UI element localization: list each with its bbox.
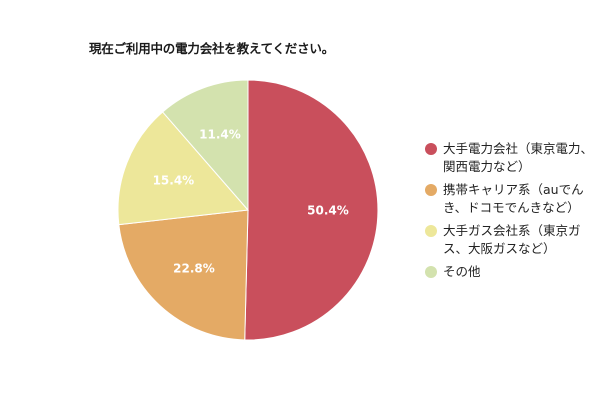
legend-label: その他 <box>443 264 481 279</box>
slice-value-label-3: 15.4% <box>153 174 195 188</box>
slice-value-label-1: 50.4% <box>307 204 349 218</box>
legend-swatch-icon <box>425 143 437 155</box>
legend-label: 携帯キャリア系（auでんき、ドコモでんきなど） <box>443 182 584 215</box>
legend-item-3: 大手ガス会社系（東京ガス、大阪ガスなど） <box>425 222 600 258</box>
chart-legend: 大手電力会社（東京電力、関西電力など） 携帯キャリア系（auでんき、ドコモでんきな… <box>425 140 600 286</box>
pie-slices <box>117 79 379 341</box>
legend-item-1: 大手電力会社（東京電力、関西電力など） <box>425 140 600 176</box>
slice-value-label-4: 11.4% <box>199 128 241 142</box>
legend-label: 大手電力会社（東京電力、関西電力など） <box>443 141 594 174</box>
pie-slice-labels: 50.4% 22.8% 15.4% 11.4% <box>153 128 349 276</box>
legend-swatch-icon <box>425 225 437 237</box>
pie-slice-2 <box>118 209 249 341</box>
pie-slice-4 <box>161 79 249 212</box>
chart-title: 現在ご利用中の電力会社を教えてください。 <box>89 41 335 56</box>
pie-slice-1 <box>244 79 379 341</box>
legend-item-2: 携帯キャリア系（auでんき、ドコモでんきなど） <box>425 181 600 217</box>
legend-swatch-icon <box>425 266 437 278</box>
slice-value-label-2: 22.8% <box>173 262 215 276</box>
legend-label: 大手ガス会社系（東京ガス、大阪ガスなど） <box>443 223 581 256</box>
legend-item-4: その他 <box>425 263 600 281</box>
legend-swatch-icon <box>425 184 437 196</box>
pie-slice-3 <box>117 111 250 226</box>
